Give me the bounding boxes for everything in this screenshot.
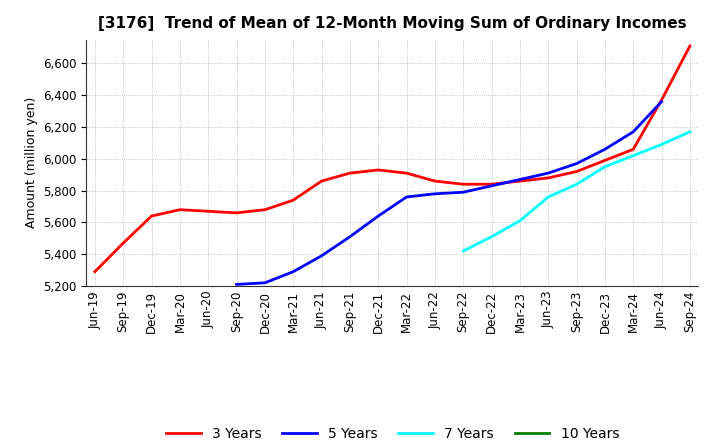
3 Years: [544, 175, 552, 180]
3 Years: [119, 240, 127, 246]
3 Years: [431, 179, 439, 184]
7 Years: [685, 129, 694, 135]
Legend: 3 Years, 5 Years, 7 Years, 10 Years: 3 Years, 5 Years, 7 Years, 10 Years: [161, 421, 624, 440]
5 Years: [431, 191, 439, 196]
7 Years: [657, 142, 666, 147]
3 Years: [176, 207, 184, 213]
7 Years: [544, 194, 552, 200]
3 Years: [600, 158, 609, 163]
3 Years: [516, 179, 524, 184]
3 Years: [318, 179, 326, 184]
5 Years: [402, 194, 411, 200]
5 Years: [318, 253, 326, 258]
5 Years: [487, 183, 496, 188]
5 Years: [572, 161, 581, 166]
5 Years: [657, 99, 666, 104]
Line: 7 Years: 7 Years: [463, 132, 690, 251]
3 Years: [204, 209, 212, 214]
5 Years: [346, 234, 354, 239]
3 Years: [487, 182, 496, 187]
5 Years: [374, 213, 382, 219]
7 Years: [487, 234, 496, 239]
3 Years: [402, 170, 411, 176]
5 Years: [629, 129, 637, 135]
3 Years: [629, 147, 637, 152]
5 Years: [289, 269, 297, 274]
7 Years: [516, 218, 524, 224]
Y-axis label: Amount (million yen): Amount (million yen): [24, 97, 37, 228]
Line: 5 Years: 5 Years: [237, 102, 662, 284]
3 Years: [346, 170, 354, 176]
5 Years: [544, 170, 552, 176]
7 Years: [572, 182, 581, 187]
3 Years: [374, 167, 382, 172]
7 Years: [459, 249, 467, 254]
5 Years: [261, 280, 269, 286]
5 Years: [516, 177, 524, 182]
3 Years: [261, 207, 269, 213]
5 Years: [459, 190, 467, 195]
3 Years: [459, 182, 467, 187]
3 Years: [657, 97, 666, 103]
5 Years: [233, 282, 241, 287]
Line: 3 Years: 3 Years: [95, 46, 690, 271]
3 Years: [148, 213, 156, 219]
3 Years: [572, 169, 581, 174]
3 Years: [289, 198, 297, 203]
Title: [3176]  Trend of Mean of 12-Month Moving Sum of Ordinary Incomes: [3176] Trend of Mean of 12-Month Moving …: [98, 16, 687, 32]
7 Years: [600, 164, 609, 169]
5 Years: [600, 147, 609, 152]
3 Years: [685, 43, 694, 48]
7 Years: [629, 153, 637, 158]
3 Years: [233, 210, 241, 216]
3 Years: [91, 269, 99, 274]
